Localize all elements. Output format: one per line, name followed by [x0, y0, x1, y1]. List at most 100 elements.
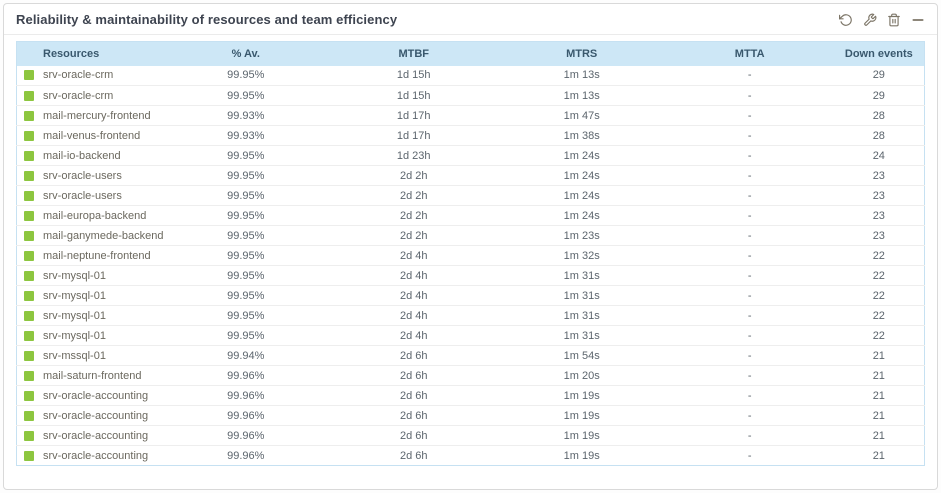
mtrs-cell: 1m 19s	[563, 449, 600, 462]
status-up-icon	[24, 210, 34, 221]
availability-cell: 99.96%	[161, 385, 330, 406]
resource-cell: srv-mssql-01	[16, 345, 162, 366]
resource-name[interactable]: srv-oracle-accounting	[43, 449, 149, 462]
mtrs-cell: 1m 47s	[497, 105, 666, 126]
column-header-resources[interactable]: Resources	[16, 41, 162, 66]
resource-name[interactable]: srv-mssql-01	[43, 349, 106, 362]
resource-name[interactable]: srv-oracle-accounting	[43, 429, 149, 442]
resource-name[interactable]: srv-mysql-01	[43, 289, 106, 302]
down-events-cell: 28	[833, 105, 925, 126]
resource-cell: mail-io-backend	[16, 145, 162, 166]
status-up-icon	[24, 90, 34, 101]
resource-name[interactable]: srv-mysql-01	[43, 309, 106, 322]
header-row: Resources % Av. MTBF MTRS MTTA Down even…	[16, 41, 925, 66]
column-header-mtrs[interactable]: MTRS	[497, 41, 666, 66]
status-up-icon	[24, 370, 34, 381]
resource-name[interactable]: mail-europa-backend	[43, 209, 147, 222]
mtta-cell: -	[747, 449, 752, 462]
availability-cell: 99.95%	[161, 265, 330, 286]
resource-name[interactable]: mail-venus-frontend	[43, 129, 141, 142]
resource-cell: srv-oracle-accounting	[17, 446, 162, 466]
table-row: srv-oracle-crm 99.95% 1d 15h 1m 13s - 29	[16, 85, 925, 106]
table-row: srv-oracle-accounting 99.96% 2d 6h 1m 19…	[17, 446, 925, 466]
availability-cell: 99.95%	[161, 305, 330, 326]
resource-name[interactable]: srv-oracle-users	[43, 189, 122, 202]
down-events-cell: 22	[833, 285, 925, 306]
status-up-icon	[24, 310, 34, 321]
table-row: mail-neptune-frontend 99.95% 2d 4h 1m 32…	[16, 245, 925, 266]
table-row: mail-saturn-frontend 99.96% 2d 6h 1m 20s…	[16, 365, 925, 386]
mtbf-cell: 1d 15h	[329, 85, 498, 106]
mtta-cell: -	[665, 405, 834, 426]
down-events-cell: 23	[833, 205, 925, 226]
mtta-cell: -	[665, 325, 834, 346]
down-events-cell: 24	[833, 145, 925, 166]
minimize-icon[interactable]	[910, 12, 925, 27]
resource-name[interactable]: mail-saturn-frontend	[43, 369, 142, 382]
availability-cell: 99.95%	[161, 145, 330, 166]
table-row: mail-io-backend 99.95% 1d 23h 1m 24s - 2…	[16, 145, 925, 166]
mtrs-cell: 1m 13s	[497, 85, 666, 106]
down-events-cell: 21	[833, 365, 925, 386]
mtta-cell: -	[665, 165, 834, 186]
resource-name[interactable]: mail-ganymede-backend	[43, 229, 164, 242]
mtbf-cell: 2d 4h	[329, 245, 498, 266]
table-row: mail-europa-backend 99.95% 2d 2h 1m 24s …	[16, 205, 925, 226]
reliability-table-wrap: Resources % Av. MTBF MTRS MTTA Down even…	[16, 41, 925, 466]
panel-header: Reliability & maintainability of resourc…	[4, 4, 937, 35]
column-header-down-events[interactable]: Down events	[833, 41, 925, 66]
resource-name[interactable]: srv-mysql-01	[43, 269, 106, 282]
table-row: srv-mssql-01 99.94% 2d 6h 1m 54s - 21	[16, 345, 925, 366]
mtrs-cell: 1m 54s	[497, 345, 666, 366]
panel-title: Reliability & maintainability of resourc…	[16, 12, 398, 27]
mtbf-cell: 2d 2h	[329, 225, 498, 246]
mtta-cell: -	[665, 145, 834, 166]
resource-cell: mail-venus-frontend	[16, 125, 162, 146]
resource-cell: srv-oracle-accounting	[16, 385, 162, 406]
refresh-icon[interactable]	[838, 12, 853, 27]
resource-name[interactable]: srv-mysql-01	[43, 329, 106, 342]
resource-name[interactable]: mail-mercury-frontend	[43, 109, 151, 122]
mtrs-cell: 1m 31s	[497, 305, 666, 326]
table-row: srv-mysql-01 99.95% 2d 4h 1m 31s - 22	[16, 325, 925, 346]
availability-cell: 99.95%	[161, 65, 330, 86]
resource-name[interactable]: mail-io-backend	[43, 149, 121, 162]
resource-name[interactable]: srv-oracle-accounting	[43, 409, 149, 422]
resource-cell: mail-europa-backend	[16, 205, 162, 226]
resource-cell: mail-saturn-frontend	[16, 365, 162, 386]
resource-cell: srv-oracle-crm	[16, 85, 162, 106]
resource-cell: srv-oracle-users	[16, 165, 162, 186]
down-events-cell: 22	[833, 305, 925, 326]
mtrs-cell: 1m 19s	[497, 425, 666, 446]
wrench-icon[interactable]	[862, 12, 877, 27]
resource-name[interactable]: srv-oracle-crm	[43, 69, 114, 82]
mtbf-cell: 2d 6h	[329, 345, 498, 366]
mtta-cell: -	[665, 205, 834, 226]
resource-name[interactable]: srv-oracle-crm	[43, 89, 114, 102]
status-up-icon	[24, 350, 34, 361]
mtta-cell: -	[665, 345, 834, 366]
table-row: srv-mysql-01 99.95% 2d 4h 1m 31s - 22	[16, 265, 925, 286]
mtrs-cell: 1m 31s	[497, 285, 666, 306]
mtrs-cell: 1m 24s	[497, 165, 666, 186]
mtbf-cell: 2d 6h	[329, 365, 498, 386]
status-up-icon	[24, 150, 34, 161]
trash-icon[interactable]	[886, 12, 901, 27]
column-header-availability[interactable]: % Av.	[161, 41, 330, 66]
resource-name[interactable]: srv-oracle-users	[43, 169, 122, 182]
table-row: mail-venus-frontend 99.93% 1d 17h 1m 38s…	[16, 125, 925, 146]
mtta-cell: -	[665, 225, 834, 246]
resource-name[interactable]: mail-neptune-frontend	[43, 249, 151, 262]
mtta-cell: -	[665, 105, 834, 126]
availability-cell: 99.96%	[161, 425, 330, 446]
availability-cell: 99.95%	[161, 205, 330, 226]
mtrs-cell: 1m 19s	[497, 385, 666, 406]
down-events-cell: 21	[833, 425, 925, 446]
column-header-mtbf[interactable]: MTBF	[329, 41, 498, 66]
availability-cell: 99.95%	[161, 285, 330, 306]
resource-name[interactable]: srv-oracle-accounting	[43, 389, 149, 402]
mtta-cell: -	[665, 265, 834, 286]
column-header-mtta[interactable]: MTTA	[665, 41, 834, 66]
mtbf-cell: 2d 4h	[329, 285, 498, 306]
down-events-cell: 29	[833, 65, 925, 86]
